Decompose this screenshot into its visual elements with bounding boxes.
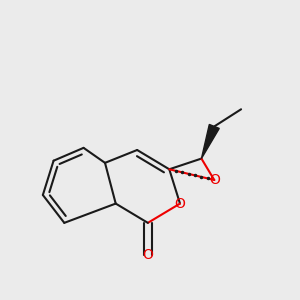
Text: O: O [175, 196, 185, 211]
Polygon shape [201, 124, 219, 159]
Text: O: O [142, 248, 153, 262]
Text: O: O [209, 173, 220, 187]
